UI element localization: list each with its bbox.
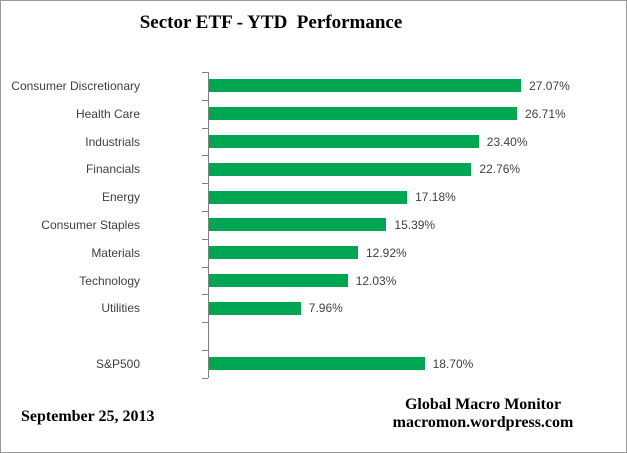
axis-tick (202, 183, 208, 185)
footer-date: September 25, 2013 (21, 408, 155, 425)
bar (209, 218, 387, 232)
category-label: Consumer Staples (41, 217, 140, 232)
value-label: 27.07% (529, 78, 570, 93)
axis-tick (202, 294, 208, 296)
bar (209, 274, 348, 287)
category-label: S&P500 (95, 356, 140, 371)
bar (209, 301, 301, 315)
axis-tick (202, 266, 208, 268)
category-label: Materials (91, 245, 140, 260)
bar (209, 246, 358, 260)
value-label: 12.92% (366, 245, 407, 260)
bar (209, 135, 479, 148)
value-label: 23.40% (486, 134, 528, 149)
bar (209, 357, 425, 371)
category-label: Energy (101, 190, 140, 205)
bar (209, 79, 522, 93)
category-label: Health Care (75, 106, 140, 121)
value-label: 12.03% (355, 273, 397, 288)
category-label: Technology (79, 273, 140, 288)
value-label: 26.71% (525, 106, 566, 121)
axis-tick (202, 211, 208, 212)
footer-credit-name: Global Macro Monitor (404, 396, 562, 413)
chart-title: Sector ETF - YTD Performance (139, 12, 403, 33)
bar (209, 107, 517, 121)
axis-tick (202, 155, 208, 157)
value-label: 17.18% (415, 190, 456, 205)
axis-tick (202, 72, 208, 73)
axis-tick (202, 322, 208, 324)
axis-tick (202, 127, 208, 129)
footer-credit: Global Macro Monitor macromon.wordpress.… (383, 396, 583, 432)
bar (209, 162, 472, 176)
category-label: Utilities (101, 301, 140, 316)
category-label: Industrials (85, 134, 140, 149)
axis-tick (202, 238, 208, 240)
value-label: 22.76% (479, 162, 521, 177)
axis-tick (202, 350, 208, 351)
axis-tick (202, 99, 208, 101)
bar (209, 190, 408, 204)
category-label: Consumer Discretionary (11, 78, 140, 93)
axis-tick (202, 377, 208, 379)
value-label: 15.39% (394, 217, 436, 232)
category-axis-line (208, 72, 209, 378)
category-label: Financials (85, 162, 140, 177)
footer-credit-url: macromon.wordpress.com (392, 414, 574, 431)
value-label: 18.70% (432, 356, 474, 371)
value-label: 7.96% (308, 301, 343, 316)
